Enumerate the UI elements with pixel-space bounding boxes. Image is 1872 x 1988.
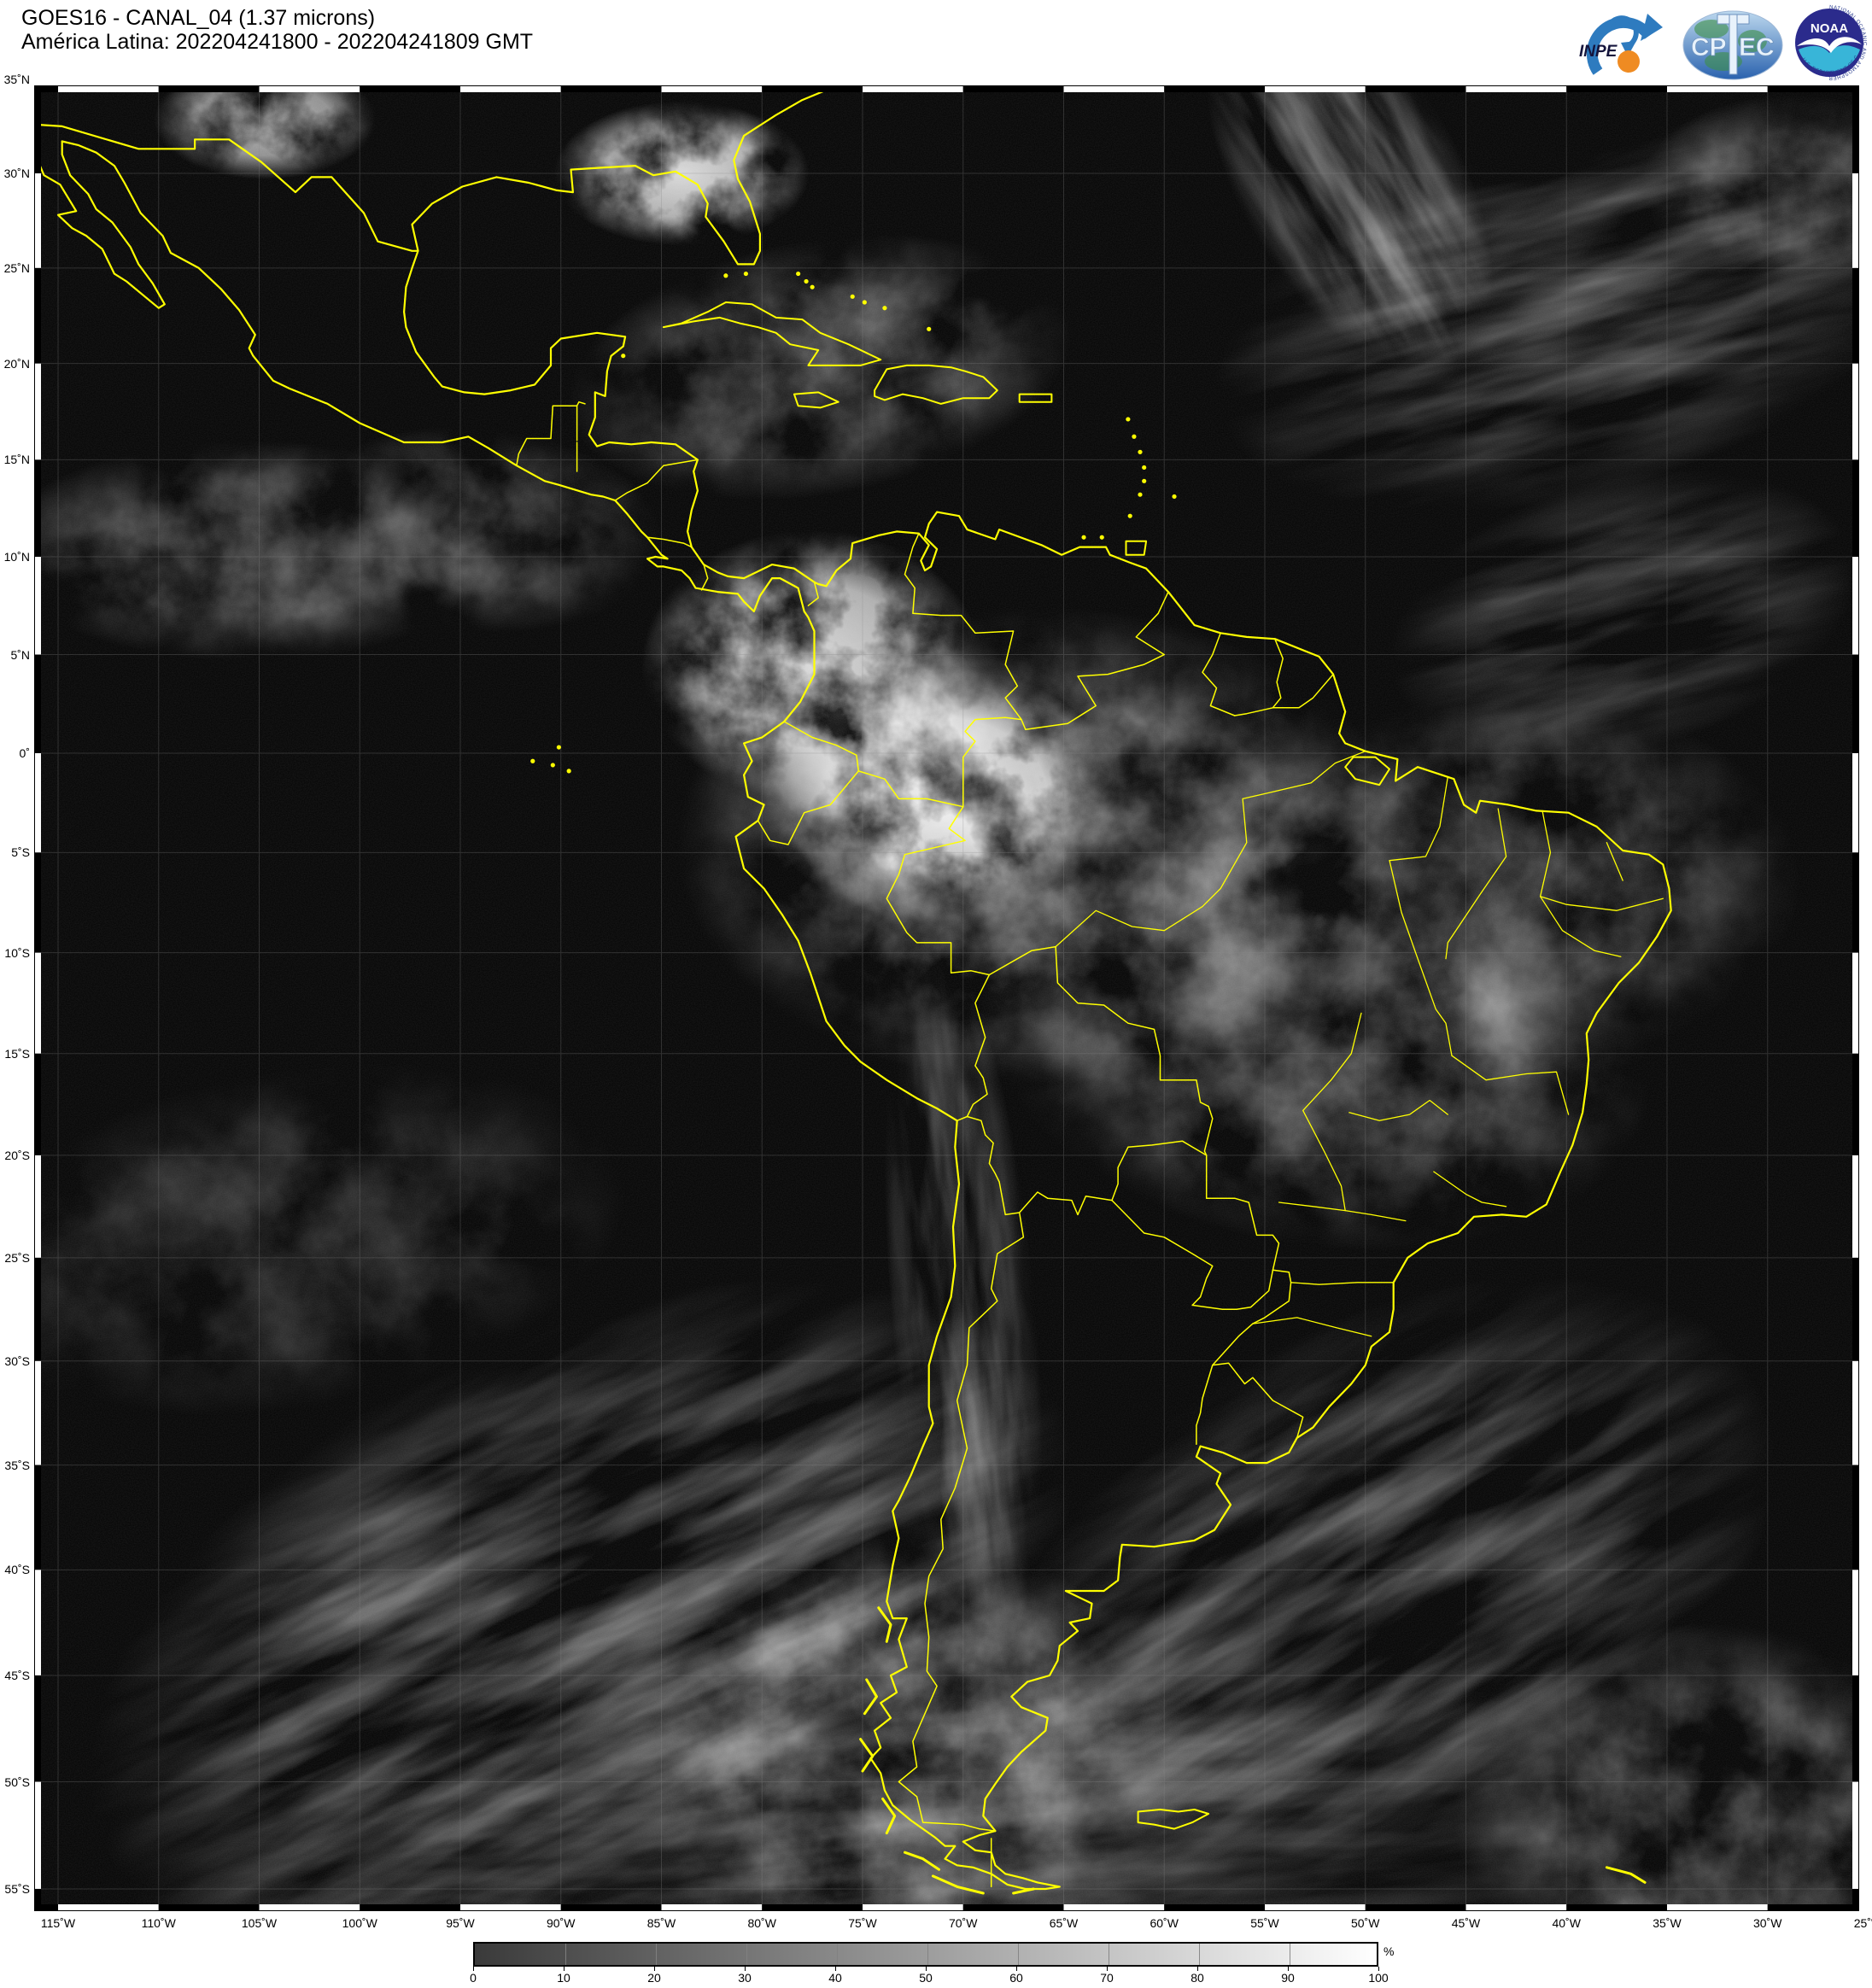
latitude-tick-label: 20˚S bbox=[4, 1148, 30, 1162]
colorbar-gridline bbox=[927, 1944, 928, 1965]
colorbar-tick-label: 90 bbox=[1281, 1971, 1295, 1985]
cptec-logo: CP EC bbox=[1682, 10, 1783, 80]
latitude-tick-label: 25˚N bbox=[3, 260, 30, 275]
longitude-tick-label: 95˚W bbox=[446, 1916, 475, 1930]
colorbar-tick-label: 30 bbox=[738, 1971, 752, 1985]
longitude-tick-label: 100˚W bbox=[342, 1916, 377, 1930]
latitude-tick-label: 40˚S bbox=[4, 1563, 30, 1577]
colorbar-tick-label: 80 bbox=[1190, 1971, 1204, 1985]
latitude-tick-label: 45˚S bbox=[4, 1668, 30, 1682]
colorbar-tick bbox=[1378, 1967, 1379, 1971]
svg-text:CP: CP bbox=[1691, 33, 1727, 61]
colorbar-tick bbox=[473, 1967, 474, 1971]
cptec-logo-label: CP EC bbox=[1691, 14, 1775, 75]
latitude-tick-label: 25˚S bbox=[4, 1250, 30, 1265]
longitude-tick-label: 55˚W bbox=[1250, 1916, 1279, 1930]
colorbar-tick-label: 0 bbox=[470, 1971, 477, 1985]
longitude-tick-label: 75˚W bbox=[848, 1916, 877, 1930]
colorbar-tick-label: 70 bbox=[1100, 1971, 1114, 1985]
map-frame bbox=[34, 85, 1859, 1911]
colorbar-tick bbox=[745, 1967, 746, 1971]
colorbar-tick bbox=[564, 1967, 565, 1971]
graticule bbox=[34, 85, 1859, 1911]
longitude-tick-label: 65˚W bbox=[1049, 1916, 1079, 1930]
latitude-tick-label: 10˚N bbox=[3, 550, 30, 564]
longitude-tick-label: 30˚W bbox=[1753, 1916, 1782, 1930]
map-product-title: GOES16 - CANAL_04 (1.37 microns) bbox=[21, 6, 376, 30]
colorbar-tick-label: 10 bbox=[557, 1971, 570, 1985]
longitude-tick-label: 25˚W bbox=[1853, 1916, 1872, 1930]
noaa-logo: NOAA NATIONAL OCEANIC AND ATMOSPHERIC AD… bbox=[1788, 2, 1867, 80]
inpe-swirl-icon bbox=[1586, 14, 1663, 75]
colorbar bbox=[473, 1942, 1378, 1967]
colorbar-gridline bbox=[1199, 1944, 1200, 1965]
colorbar-tick bbox=[1197, 1967, 1198, 1971]
colorbar-tick-label: 20 bbox=[647, 1971, 661, 1985]
colorbar-tick bbox=[1288, 1967, 1289, 1971]
latitude-tick-label: 30˚N bbox=[3, 166, 30, 180]
latitude-tick-label: 5˚N bbox=[10, 647, 30, 662]
longitude-tick-label: 80˚W bbox=[747, 1916, 776, 1930]
latitude-tick-label: 0˚ bbox=[19, 746, 30, 760]
colorbar-tick bbox=[1107, 1967, 1108, 1971]
latitude-tick-label: 35˚N bbox=[3, 72, 30, 86]
latitude-tick-label: 35˚S bbox=[4, 1458, 30, 1472]
latitude-tick-label: 15˚N bbox=[3, 453, 30, 467]
coastlines-and-borders bbox=[34, 85, 1672, 1895]
longitude-tick-label: 105˚W bbox=[241, 1916, 278, 1930]
satellite-map bbox=[34, 85, 1859, 1911]
noaa-sea-icon bbox=[1799, 45, 1860, 72]
longitude-tick-label: 90˚W bbox=[547, 1916, 576, 1930]
latitude-tick-label: 55˚S bbox=[4, 1881, 30, 1896]
longitude-tick-label: 45˚W bbox=[1451, 1916, 1481, 1930]
latitude-tick-label: 15˚S bbox=[4, 1046, 30, 1061]
colorbar-gridline bbox=[565, 1944, 566, 1965]
colorbar-tick-label: 40 bbox=[828, 1971, 842, 1985]
longitude-tick-label: 70˚W bbox=[949, 1916, 978, 1930]
colorbar-gridline bbox=[1018, 1944, 1019, 1965]
latitude-tick-label: 10˚S bbox=[4, 945, 30, 960]
longitude-tick-label: 110˚W bbox=[141, 1916, 176, 1930]
inpe-logo: INPE bbox=[1579, 14, 1663, 75]
colorbar-gridline bbox=[746, 1944, 747, 1965]
colorbar-tick-label: 100 bbox=[1368, 1971, 1389, 1985]
colorbar-tick bbox=[926, 1967, 927, 1971]
longitude-tick-label: 115˚W bbox=[40, 1916, 76, 1930]
map-subtitle-timespan: América Latina: 202204241800 - 202204241… bbox=[21, 30, 534, 54]
colorbar-unit-label: % bbox=[1384, 1944, 1395, 1958]
longitude-tick-label: 40˚W bbox=[1552, 1916, 1581, 1930]
longitude-tick-label: 85˚W bbox=[646, 1916, 676, 1930]
sensor-noise bbox=[34, 85, 1859, 1911]
satellite-image bbox=[34, 85, 1859, 1911]
colorbar-tick-label: 50 bbox=[919, 1971, 933, 1985]
colorbar-tick bbox=[835, 1967, 836, 1971]
colorbar-tick-label: 60 bbox=[1009, 1971, 1023, 1985]
longitude-tick-label: 60˚W bbox=[1150, 1916, 1179, 1930]
colorbar-tick bbox=[1016, 1967, 1017, 1971]
colorbar-tick bbox=[654, 1967, 655, 1971]
latitude-tick-label: 30˚S bbox=[4, 1354, 30, 1368]
noaa-logo-label: NOAA bbox=[1811, 21, 1848, 36]
colorbar-gridline bbox=[837, 1944, 838, 1965]
noaa-bird-icon bbox=[1797, 37, 1862, 53]
longitude-tick-label: 50˚W bbox=[1351, 1916, 1380, 1930]
inpe-logo-label: INPE bbox=[1579, 43, 1618, 61]
latitude-tick-label: 5˚S bbox=[11, 845, 30, 860]
latitude-tick-label: 20˚N bbox=[3, 356, 30, 371]
longitude-tick-label: 35˚W bbox=[1653, 1916, 1682, 1930]
latitude-tick-label: 50˚S bbox=[4, 1775, 30, 1789]
svg-text:EC: EC bbox=[1739, 33, 1775, 61]
colorbar-gridline bbox=[656, 1944, 657, 1965]
